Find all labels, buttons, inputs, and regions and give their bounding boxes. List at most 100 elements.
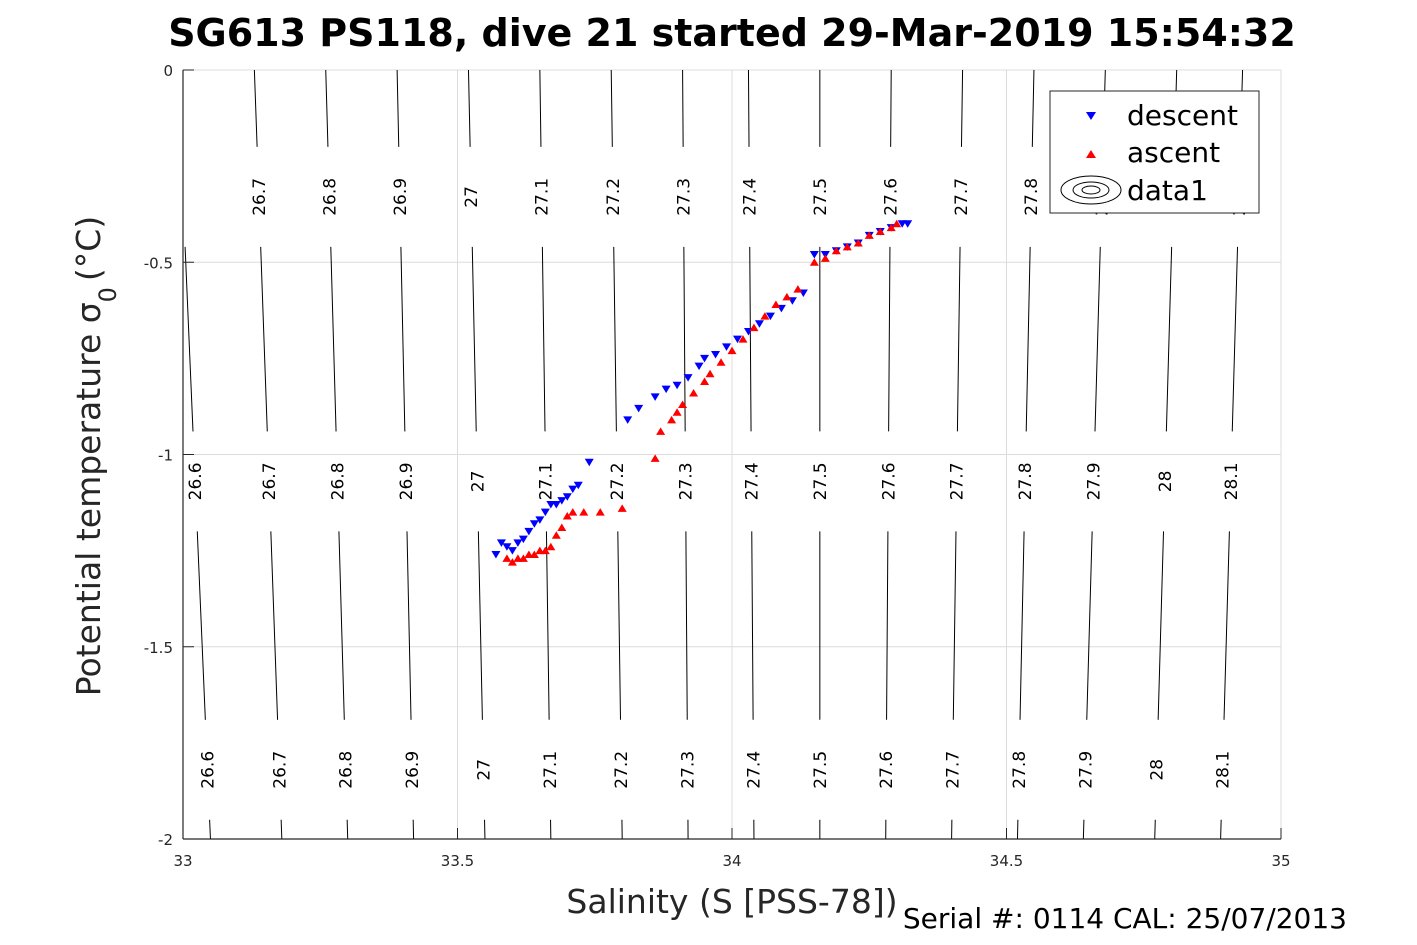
ascent-point xyxy=(875,227,885,235)
ascent-point xyxy=(771,300,781,309)
ascent-series xyxy=(502,219,902,566)
contour-line-segment xyxy=(1082,819,1085,840)
ascent-point xyxy=(886,223,896,232)
descent-series xyxy=(491,220,913,559)
ascent-point xyxy=(842,242,852,251)
x-tick-label: 33.5 xyxy=(441,852,474,870)
contour-label: 27 xyxy=(462,186,482,208)
contour-label: 27.9 xyxy=(1085,462,1105,500)
descent-point xyxy=(513,539,523,547)
contour-27.5: 27.5 27.5 27.5 xyxy=(811,70,831,839)
descent-point xyxy=(568,485,578,494)
contour-line-segment xyxy=(545,531,550,720)
ascent-point xyxy=(568,508,578,516)
contour-label: 27.8 xyxy=(1022,178,1042,216)
ascent-point xyxy=(705,369,715,378)
ascent-point xyxy=(809,258,819,266)
descent-point xyxy=(540,508,550,517)
contour-label: 27.5 xyxy=(811,178,831,216)
grid-lines xyxy=(183,69,1282,839)
contour-line-segment xyxy=(270,531,279,720)
descent-point xyxy=(903,220,913,228)
ascent-point xyxy=(507,558,517,566)
contour-label: 27.6 xyxy=(881,178,901,216)
triangle-up-icon xyxy=(1086,150,1096,158)
contour-26.8: 26.8 26.8 26.8 xyxy=(320,69,357,840)
ascent-point xyxy=(864,231,874,239)
contour-label: 27.9 xyxy=(1076,751,1096,789)
contour-line-segment xyxy=(396,69,400,147)
ascent-point xyxy=(700,377,710,385)
ascent-point xyxy=(689,388,699,397)
contour-label: 27.5 xyxy=(811,751,831,789)
contour-label: 28.1 xyxy=(1222,462,1242,500)
contour-label: 27.4 xyxy=(744,751,764,789)
y-tick-label: 0 xyxy=(163,62,173,80)
contour-line-segment xyxy=(747,69,750,147)
descent-point xyxy=(683,374,693,382)
contour-label: 27.1 xyxy=(541,751,561,789)
contour-27.1: 27.1 27.1 27.1 xyxy=(533,69,561,840)
contour-27.2: 27.2 27.2 27.2 xyxy=(604,69,632,840)
descent-point xyxy=(765,312,775,321)
legend-label-descent: descent xyxy=(1127,99,1238,132)
contour-line-segment xyxy=(184,246,194,432)
y-axis-label-main: Potential temperature σ xyxy=(69,302,108,696)
contour-label: 26.9 xyxy=(403,751,423,789)
descent-point xyxy=(661,385,671,394)
contour-line-segment xyxy=(685,531,688,720)
svg-text:Potential temperature σ0(°C): Potential temperature σ0 (°C) xyxy=(69,216,122,696)
density-contours: 26.626.626.726.726.726.826.826.826.926.9… xyxy=(184,69,1250,840)
descent-point xyxy=(672,381,682,390)
y-axis-label-subscript: 0 xyxy=(94,287,122,302)
contour-line-segment xyxy=(541,246,546,432)
ascent-point xyxy=(727,346,737,355)
contour-label: 27.1 xyxy=(533,178,553,216)
ascent-point xyxy=(650,454,660,462)
contour-label: 27.2 xyxy=(612,751,632,789)
contour-line-segment xyxy=(260,246,268,432)
contour-line-segment xyxy=(477,531,483,720)
ascent-point xyxy=(557,523,567,532)
ascent-point xyxy=(716,358,726,366)
y-tick-label: -2 xyxy=(158,831,173,849)
ascent-point xyxy=(540,546,550,555)
descent-point xyxy=(518,535,528,544)
ascent-point xyxy=(793,285,803,293)
serial-cal-text: Serial #: 0114 CAL: 25/07/2013 xyxy=(903,902,1347,935)
contour-27: 27 27 27 xyxy=(462,69,494,840)
contour-line-segment xyxy=(683,246,686,432)
contour-line-segment xyxy=(610,69,613,147)
ascent-point xyxy=(595,508,605,516)
contour-line-segment xyxy=(406,531,412,720)
contour-label: 28 xyxy=(1156,471,1176,493)
contour-line-segment xyxy=(330,246,337,432)
descent-point xyxy=(562,493,572,501)
legend-item-data1: data1 xyxy=(1060,174,1208,207)
ascent-point xyxy=(656,427,666,435)
contour-label: 27.7 xyxy=(948,462,968,500)
x-tick-label: 35 xyxy=(1271,852,1290,870)
contour-line-segment xyxy=(888,246,891,432)
legend-item-ascent: ascent xyxy=(1086,136,1220,169)
descent-point xyxy=(557,497,567,505)
contour-label: 27.8 xyxy=(1010,751,1030,789)
contour-26.9: 26.9 26.9 26.9 xyxy=(391,69,423,840)
descent-point xyxy=(584,458,594,467)
descent-point xyxy=(809,251,819,259)
ascent-point xyxy=(749,323,759,332)
y-ticks: 0 -0.5 -1 -1.5 -2 xyxy=(144,62,194,849)
contour-line-segment xyxy=(325,69,329,147)
contour-line-segment xyxy=(952,531,957,720)
ascent-point xyxy=(760,312,770,320)
contour-label: 26.7 xyxy=(250,178,270,216)
contour-label: 26.6 xyxy=(198,751,218,789)
x-ticks: 33 33.5 34 34.5 35 xyxy=(173,828,1291,870)
contour-label: 27 xyxy=(468,471,488,493)
contour-label: 27.2 xyxy=(608,462,628,500)
contour-line-segment xyxy=(346,819,349,840)
y-axis-label: Potential temperature σ0 (°C) xyxy=(69,216,122,696)
y-tick-label: -0.5 xyxy=(144,254,173,272)
ascent-point xyxy=(667,415,677,424)
descent-point xyxy=(507,547,517,555)
